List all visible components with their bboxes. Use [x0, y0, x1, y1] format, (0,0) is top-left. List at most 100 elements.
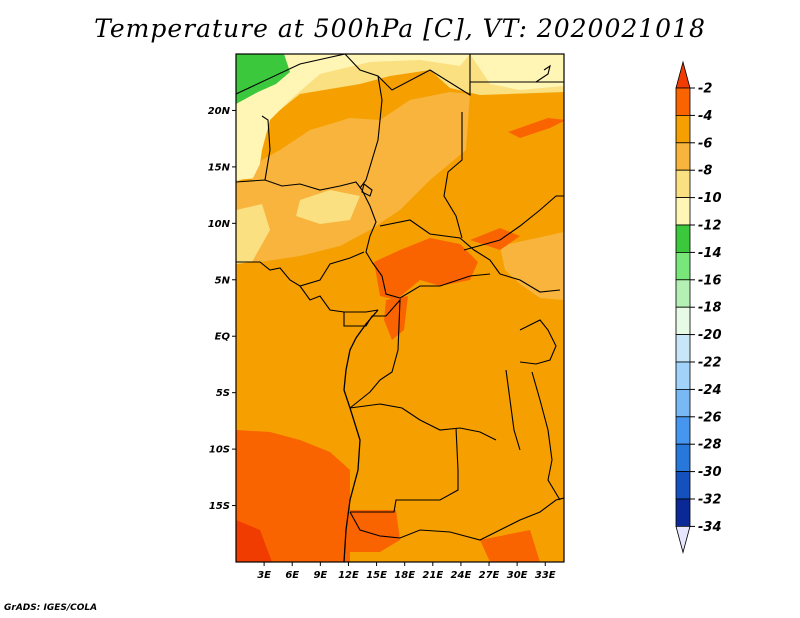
- temperature-field: [236, 54, 564, 562]
- colorbar-label: -6: [698, 136, 712, 151]
- border-namibia: [349, 511, 501, 541]
- border-mozambique: [499, 497, 564, 531]
- border-chad-sudan: [443, 112, 463, 239]
- border-chad-cameroon: [361, 189, 377, 263]
- colorbar-label: -22: [698, 356, 722, 371]
- colorbar: -2 -4 -6 -8 -10 -12 -14 -16 -18 -20 -22 -24 -26 -28 -3…: [675, 60, 722, 554]
- colorbar-label: -32: [698, 493, 722, 508]
- field-sw-warm-region: [236, 430, 350, 562]
- colorbar-swatch: [675, 361, 691, 390]
- lat-label: 5S: [216, 388, 230, 399]
- border-egypt: [469, 81, 564, 95]
- border-niger-south: [236, 179, 363, 191]
- colorbar-swatch: [675, 388, 691, 418]
- lon-label: 15E: [366, 570, 387, 581]
- lon-label: 24E: [451, 570, 472, 581]
- field-east-warm-patch: [470, 228, 520, 250]
- field-south-warm-patch: [350, 510, 400, 552]
- colorbar-swatch: [675, 142, 691, 171]
- border-algeria: [236, 54, 346, 95]
- field-light-band: [236, 54, 470, 180]
- colorbar-label: -24: [698, 383, 722, 398]
- field-central-warm-core: [374, 238, 478, 300]
- colorbar-label: -4: [698, 109, 712, 124]
- border-mali: [261, 115, 271, 181]
- colorbar-label: -26: [698, 410, 722, 425]
- colorbar-swatch: [675, 224, 691, 253]
- colorbar-label: -14: [698, 246, 722, 261]
- border-chad-car: [379, 219, 501, 275]
- lat-label: 20N: [208, 106, 231, 117]
- latitude-axis: 20N 15N 10N 5N EQ 5S 10S 15S: [208, 106, 236, 512]
- coast-atlantic: [343, 309, 379, 562]
- colorbar-swatch: [675, 87, 691, 116]
- colorbar-swatch: [675, 443, 691, 473]
- colorbar-top-arrow: [675, 60, 691, 89]
- lon-label: 33E: [535, 570, 556, 581]
- longitude-axis: 3E 6E 9E 12E 15E 18E 21E 24E 27E 30E 33E: [257, 562, 556, 581]
- colorbar-bottom-arrow: [675, 526, 691, 554]
- colorbar-label: -12: [698, 219, 722, 234]
- border-nigeria: [236, 251, 365, 287]
- border-drc-angola: [349, 403, 497, 441]
- lon-label: 21E: [422, 570, 443, 581]
- grads-credit: GrADS: IGES/COLA: [4, 603, 98, 613]
- colorbar-label: -18: [698, 301, 722, 316]
- field-pale-band: [236, 54, 564, 182]
- lake-chad: [361, 183, 373, 197]
- coast-gulf-guinea: [299, 285, 379, 313]
- field-sahel-band: [236, 92, 470, 262]
- border-ss-uganda: [499, 273, 561, 293]
- chart-title: Temperature at 500hPa [C], VT: 202002101…: [94, 14, 706, 43]
- lat-label: 5N: [215, 275, 231, 286]
- field-sw-hot-core: [236, 520, 272, 562]
- colorbar-label: -34: [698, 520, 722, 535]
- colorbar-label: -8: [698, 164, 712, 179]
- lat-label: 10N: [208, 219, 231, 230]
- field-ne-warm-streak: [508, 118, 564, 138]
- field-ne-light-band: [470, 54, 564, 90]
- field-sahel-pale-patch: [296, 190, 360, 224]
- border-gabon: [343, 312, 386, 327]
- field-congo-warm-patch: [384, 296, 408, 340]
- lon-label: 12E: [338, 570, 359, 581]
- border-niger-chad: [359, 75, 383, 189]
- lon-label: 30E: [507, 570, 528, 581]
- colorbar-swatch: [675, 115, 691, 144]
- lat-label: 15N: [208, 162, 231, 173]
- border-lake-malawi: [531, 371, 561, 501]
- lon-label: 27E: [479, 570, 500, 581]
- colorbar-label: -30: [698, 465, 722, 480]
- border-lake-tanganyika: [505, 369, 521, 451]
- colorbar-swatch: [675, 197, 691, 226]
- lat-label: EQ: [215, 332, 231, 343]
- colorbar-swatch: [675, 251, 691, 281]
- colorbar-label: -28: [698, 438, 722, 453]
- map-frame: [235, 53, 565, 563]
- colorbar-label: -2: [698, 82, 712, 97]
- lon-label: 18E: [394, 570, 415, 581]
- field-west-pale-patch: [236, 204, 270, 264]
- lon-label: 3E: [257, 570, 271, 581]
- field-cold-corner: [236, 54, 290, 104]
- border-lake-victoria: [519, 319, 557, 365]
- lon-label: 6E: [285, 570, 299, 581]
- colorbar-swatch: [675, 169, 691, 198]
- coast-sinai: [535, 64, 551, 83]
- colorbar-label: -20: [698, 328, 722, 343]
- colorbar-swatch: [675, 306, 691, 336]
- colorbar-swatch: [675, 334, 691, 363]
- colorbar-swatch: [675, 279, 691, 308]
- lat-label: 15S: [209, 501, 230, 512]
- colorbar-label: -16: [698, 273, 722, 288]
- border-congo: [349, 298, 401, 409]
- colorbar-swatch: [675, 498, 691, 527]
- field-east-band: [500, 232, 564, 300]
- lon-label: 9E: [313, 570, 327, 581]
- border-angola-zambia: [350, 427, 459, 513]
- border-car-drc: [371, 261, 491, 299]
- field-se-warm-patch: [480, 530, 540, 562]
- colorbar-swatch: [675, 471, 691, 500]
- border-sudan-ss: [463, 195, 564, 251]
